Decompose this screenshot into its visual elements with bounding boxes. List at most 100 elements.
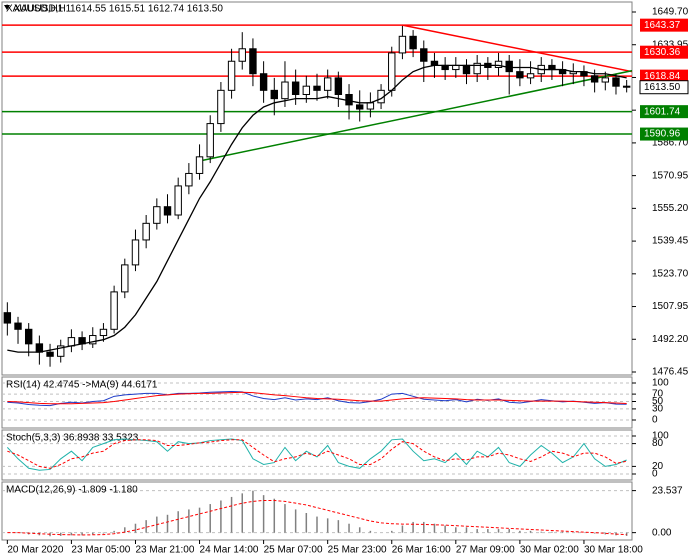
indicator-line [7,391,627,405]
candle-body [590,75,599,83]
level-label: 1601.74 [644,106,681,117]
last-price-label: 1613.50 [644,82,681,93]
candle-body [323,77,332,91]
x-tick-label: 26 Mar 16:00 [392,545,451,556]
panel-title: XAUUSD,H1 [6,4,64,15]
candle-body [612,77,620,87]
candle-body [526,73,535,79]
candle-body [24,328,33,345]
symbol-icon [4,5,10,10]
y-tick-label: 1649.70 [652,7,689,18]
candle-body [238,48,246,62]
indicator-line [7,500,627,536]
candle-body [142,222,150,241]
last-price-box [639,80,689,95]
panel-frame [1,376,633,429]
y-tick-label: 80 [652,438,664,449]
candle-body [227,60,236,91]
candle-body [131,239,140,266]
candle-body [3,312,12,324]
y-tick-label: 1539.45 [652,236,689,247]
candle-body [409,35,417,50]
candle-body [46,351,54,357]
y-tick-label: 1476.45 [652,367,689,378]
candle-body [622,85,631,88]
candle-body [270,89,278,100]
y-tick-label: 0 [652,469,658,480]
level-label-box [640,18,688,32]
candle-body [121,264,129,293]
y-tick-label: 100 [652,378,669,389]
candle-body [291,81,300,95]
candle-body [494,60,503,68]
candle-body [302,85,311,95]
candle-body [99,328,108,337]
x-tick-label: 25 Mar 23:00 [328,545,387,556]
candle-body [334,77,343,95]
y-tick-label: 70 [652,389,664,400]
candle-body [185,172,193,187]
candle-body [388,52,396,91]
panel-frame [1,481,633,541]
candle-body [398,35,407,54]
moving-average [7,64,627,353]
level-label-box [640,69,688,83]
level-label-box [640,45,688,59]
x-tick-label: 20 Mar 2020 [7,545,64,556]
trend-line [199,69,632,162]
candle-body [110,291,118,330]
x-tick-label: 27 Mar 09:00 [456,545,515,556]
level-label: 1590.96 [644,129,681,140]
indicator-line [7,391,627,407]
candle-body [57,345,65,357]
plot-area [2,24,632,367]
candle-body [516,71,524,79]
candle-body [259,73,268,91]
y-tick-label: 1507.95 [652,301,689,312]
candle-body [420,48,428,62]
y-tick-label: 0.00 [652,527,672,538]
candle-body [163,206,172,216]
y-tick-label: 1586.70 [652,138,689,149]
level-label-box [640,105,688,119]
candle-body [281,81,289,100]
ohlc-header: 1614.55 1615.51 1612.74 1613.50 [70,4,223,15]
y-tick-label: 1570.95 [652,170,689,181]
y-tick-label: 1492.20 [652,334,689,345]
candle-body [249,48,257,75]
candle-body [153,206,161,224]
panel-title: RSI(14) 42.4745 ->MA(9) 44.6171 [6,380,158,391]
y-tick-label: 0 [652,415,658,426]
candle-body [473,62,481,75]
panel-frame [1,429,633,481]
candle-body [601,77,610,83]
chart-title: XAUUSD,H1 [14,4,72,15]
candle-body [366,102,375,110]
y-tick-label: 1633.95 [652,39,689,50]
y-tick-label: 50 [652,396,664,407]
indicator-line [6,438,627,471]
candle-body [174,185,182,216]
candle-body [35,343,44,353]
candle-body [462,64,471,75]
candle-body [313,85,321,91]
candle-body [67,337,76,347]
candle-body [217,89,225,125]
x-tick-label: 25 Mar 07:00 [264,545,323,556]
level-label-box [640,127,688,141]
x-tick-label: 23 Mar 05:00 [71,545,130,556]
x-tick-label: 23 Mar 21:00 [135,545,194,556]
indicator-line [7,439,627,469]
level-label: 1618.84 [644,71,681,82]
x-tick-label: 24 Mar 14:00 [200,545,259,556]
trend-line [402,24,632,73]
panel-title: MACD(12,26,9) -1.809 -1.180 [6,485,138,496]
level-label: 1643.37 [644,20,681,31]
y-tick-label: 1523.70 [652,268,689,279]
x-tick-label: 30 Mar 02:00 [520,545,579,556]
x-tick-label: 30 Mar 18:00 [584,545,643,556]
y-tick-label: 100 [652,431,669,442]
candle-body [206,123,214,158]
